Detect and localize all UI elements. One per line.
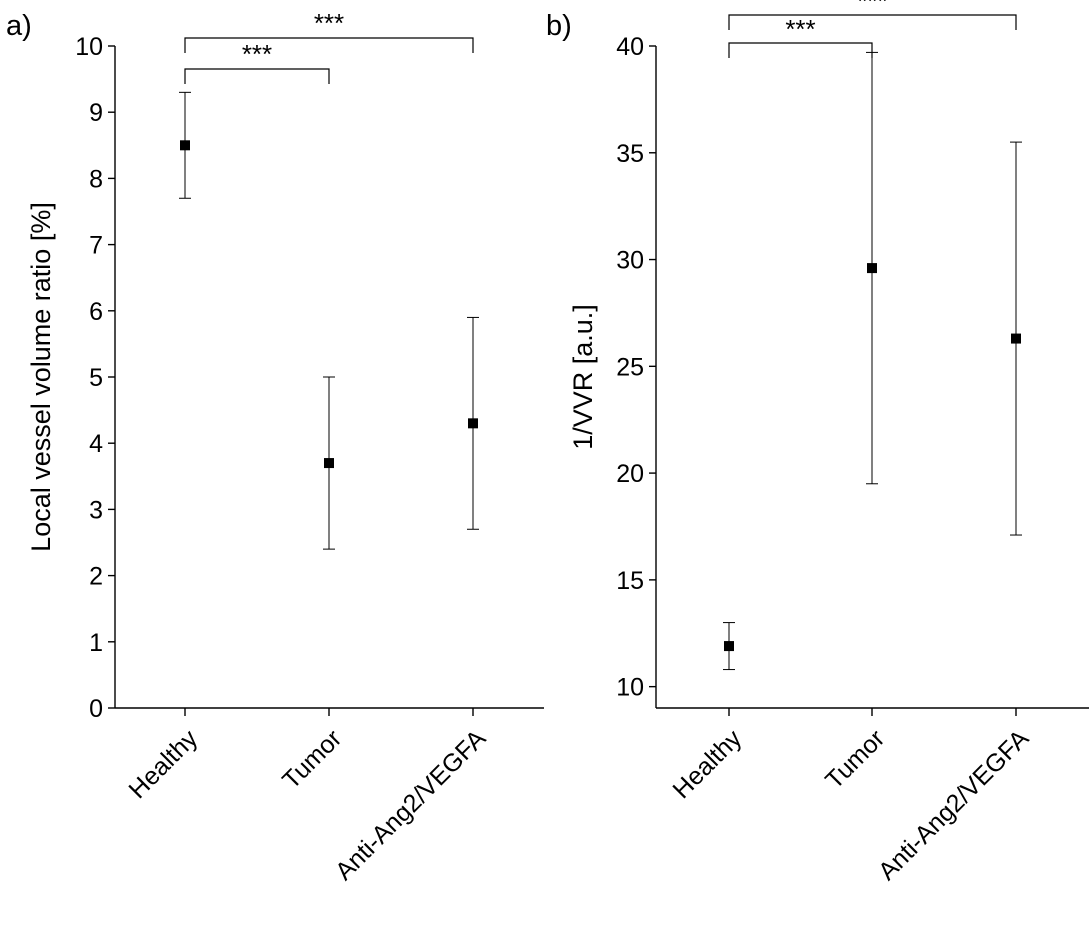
data-point — [1011, 333, 1021, 344]
y-tick-label: 30 — [616, 247, 644, 275]
y-tick-label: 2 — [89, 563, 103, 591]
x-category-label: Tumor — [277, 724, 347, 794]
y-tick-label: 7 — [89, 232, 103, 260]
significance-label: *** — [242, 39, 272, 69]
y-tick-label: 20 — [616, 460, 644, 488]
significance-label: *** — [314, 8, 344, 38]
y-tick-label: 40 — [616, 33, 644, 61]
y-axis-title: 1/VVR [a.u.] — [568, 304, 598, 450]
significance-label: *** — [857, 0, 887, 16]
y-tick-label: 0 — [89, 695, 103, 723]
y-tick-label: 8 — [89, 165, 103, 193]
significance-bracket — [184, 37, 474, 53]
y-tick-label: 1 — [89, 629, 103, 657]
y-tick-label: 10 — [75, 33, 103, 61]
data-point — [724, 641, 734, 652]
data-point — [180, 140, 190, 151]
panel-label: a) — [6, 10, 32, 42]
panel-label: b) — [546, 10, 572, 42]
x-category-label: Anti-Ang2/VEGFA — [330, 724, 492, 886]
y-tick-label: 6 — [89, 298, 103, 326]
y-tick-label: 5 — [89, 364, 103, 392]
data-point — [468, 418, 478, 429]
y-axis-title: Local vessel volume ratio [%] — [26, 202, 56, 552]
panel-b: 10 15 20 25 30 35 40 Healthy TumorAnti-Ang2/VEGF… — [546, 0, 1089, 886]
y-tick-label: 3 — [89, 496, 103, 524]
x-category-label: Healthy — [124, 724, 204, 804]
data-point — [867, 263, 877, 274]
x-category-label: Anti-Ang2/VEGFA — [873, 724, 1035, 886]
y-tick-label: 35 — [616, 140, 644, 168]
significance-bracket — [728, 14, 1017, 30]
data-point — [324, 458, 334, 469]
significance-label: *** — [785, 14, 815, 44]
significance-bracket — [728, 42, 873, 58]
x-category-label: Tumor — [820, 724, 890, 794]
y-tick-label: 25 — [616, 353, 644, 381]
significance-bracket — [184, 68, 330, 84]
y-tick-label: 15 — [616, 567, 644, 595]
y-tick-label: 10 — [616, 674, 644, 702]
x-category-label: Healthy — [668, 724, 748, 804]
y-tick-label: 9 — [89, 99, 103, 127]
y-tick-label: 4 — [89, 430, 103, 458]
